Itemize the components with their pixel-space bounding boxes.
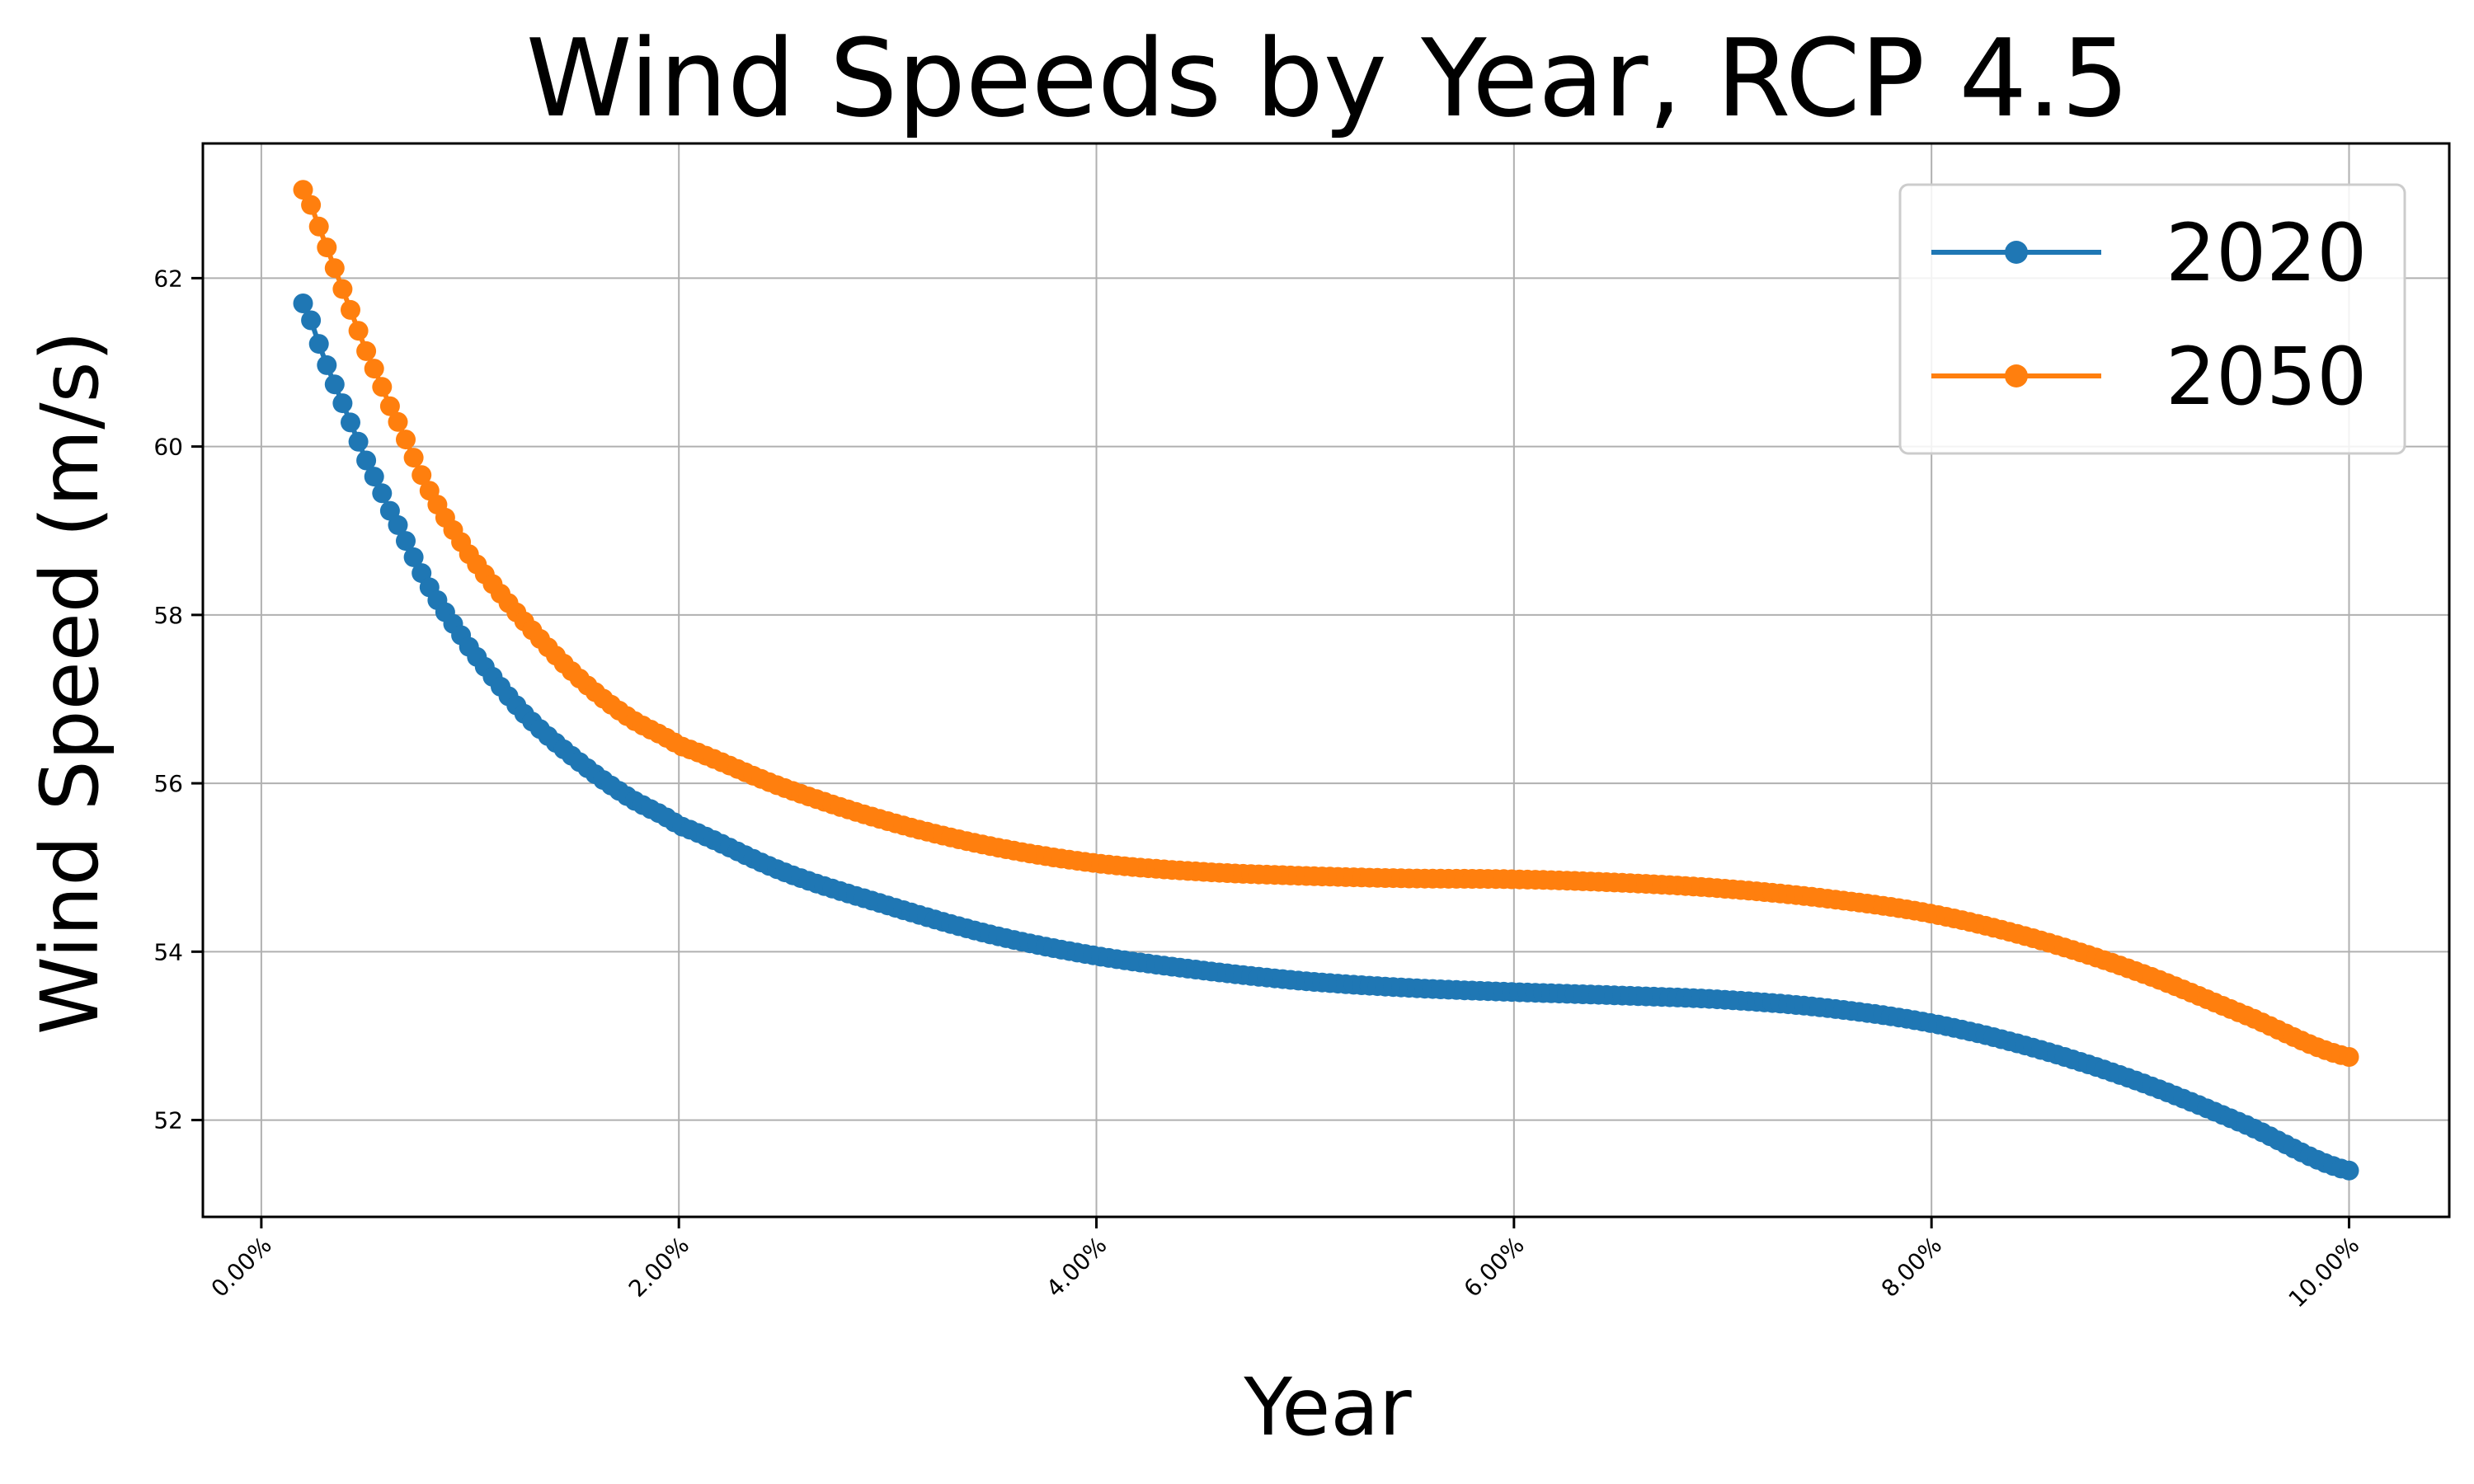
- data-point: [293, 180, 313, 200]
- data-point: [317, 237, 337, 258]
- data-point: [372, 377, 393, 397]
- data-point: [293, 294, 313, 313]
- data-point: [317, 355, 337, 375]
- legend-marker-2050: [2005, 364, 2028, 387]
- data-point: [2339, 1047, 2359, 1067]
- data-point: [341, 299, 360, 320]
- data-point: [2339, 1160, 2359, 1181]
- legend-marker-2020: [2005, 241, 2028, 264]
- data-point: [372, 483, 393, 504]
- data-point: [403, 547, 424, 567]
- y-tick-label: 52: [153, 1107, 183, 1134]
- x-axis-title: Year: [1243, 1361, 1412, 1453]
- data-point: [301, 195, 322, 215]
- data-point: [301, 310, 322, 331]
- data-point: [324, 258, 345, 279]
- y-tick-label: 62: [153, 265, 183, 292]
- data-point: [403, 448, 424, 468]
- data-point: [332, 279, 353, 299]
- data-point: [308, 216, 329, 237]
- legend-item-2020: 2020: [1931, 207, 2367, 299]
- chart-title: Wind Speeds by Year, RCP 4.5: [526, 16, 2129, 141]
- data-point: [348, 321, 369, 341]
- data-point: [388, 514, 408, 535]
- axis-layer: [201, 142, 2451, 1219]
- data-point: [412, 465, 432, 486]
- data-point: [364, 467, 384, 487]
- y-tick-label: 58: [153, 602, 183, 629]
- data-point: [356, 340, 377, 361]
- series-layer: [293, 180, 2359, 1181]
- legend-label-2020: 2020: [2166, 207, 2367, 299]
- data-point: [348, 431, 369, 452]
- data-point: [364, 359, 384, 379]
- series-2020: [293, 294, 2359, 1181]
- plot-frame: [201, 142, 2451, 1219]
- data-point: [324, 374, 345, 395]
- legend: 2020 2050: [1898, 183, 2406, 455]
- data-point: [356, 450, 377, 471]
- y-tick-label: 60: [153, 434, 183, 461]
- y-axis-title: Wind Speed (m/s): [24, 331, 116, 1035]
- data-point: [396, 430, 416, 450]
- data-point: [379, 396, 400, 416]
- legend-item-2050: 2050: [1931, 331, 2367, 423]
- y-tick-label: 54: [153, 938, 183, 965]
- data-point: [332, 393, 353, 414]
- series-2050: [293, 180, 2359, 1067]
- data-point: [341, 412, 360, 433]
- data-point: [396, 531, 416, 552]
- y-tick-label: 56: [153, 770, 183, 797]
- data-point: [388, 411, 408, 432]
- data-point: [308, 334, 329, 355]
- legend-label-2050: 2050: [2166, 331, 2367, 423]
